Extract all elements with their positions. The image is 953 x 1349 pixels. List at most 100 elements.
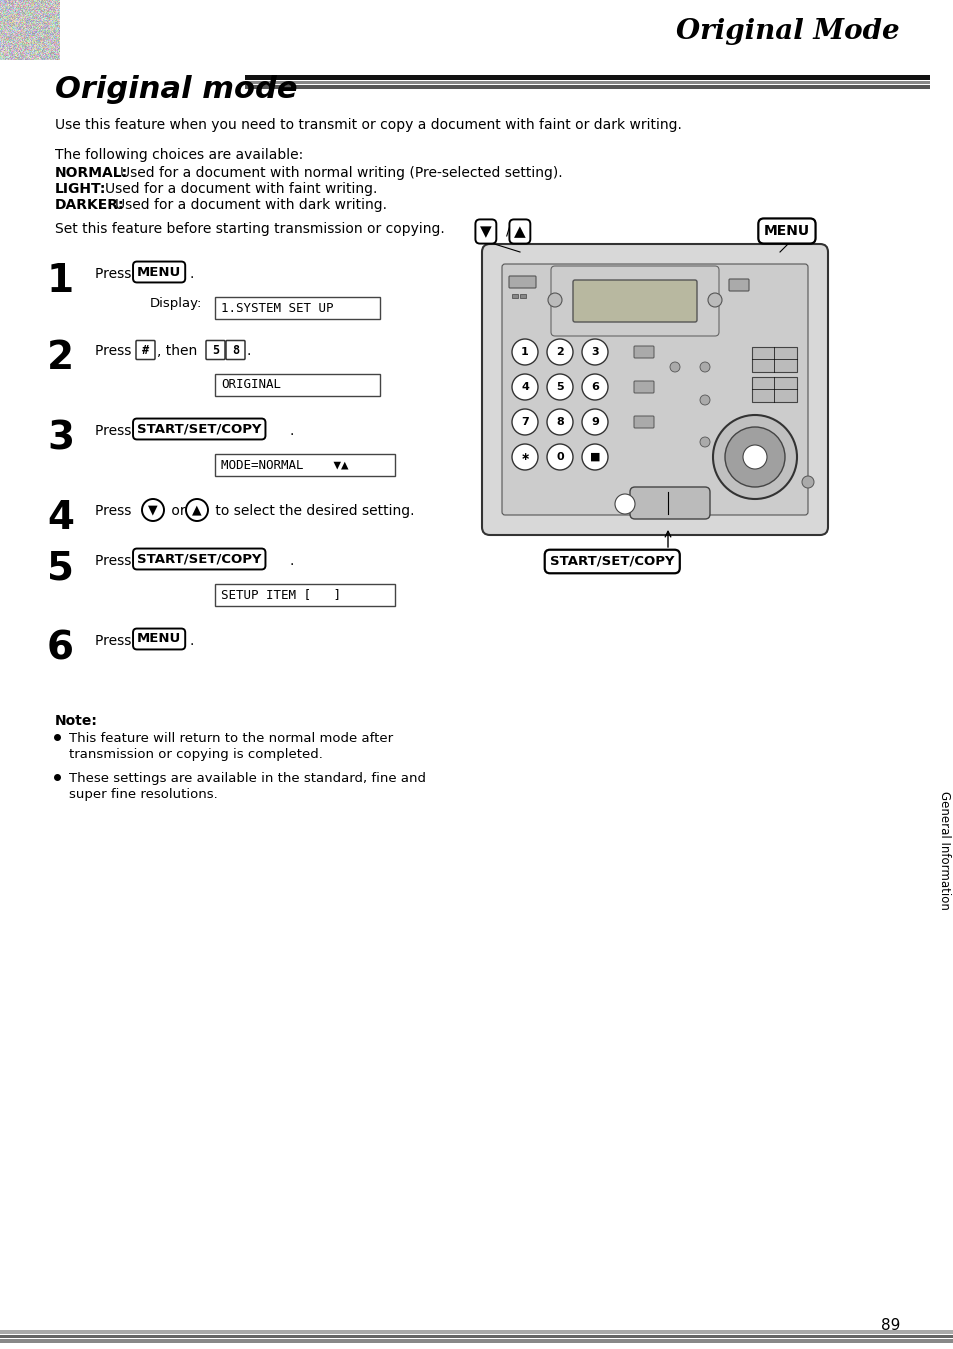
FancyBboxPatch shape (751, 376, 796, 402)
Circle shape (512, 409, 537, 434)
FancyBboxPatch shape (136, 340, 154, 359)
Text: NORMAL:: NORMAL: (55, 166, 128, 179)
Text: 6: 6 (591, 382, 598, 393)
FancyBboxPatch shape (509, 277, 536, 287)
Text: 1: 1 (520, 347, 528, 357)
Circle shape (801, 476, 813, 488)
Circle shape (142, 499, 164, 521)
Text: SETUP ITEM [   ]: SETUP ITEM [ ] (221, 588, 340, 602)
Text: 6: 6 (47, 629, 74, 666)
FancyBboxPatch shape (501, 264, 807, 515)
Circle shape (712, 415, 796, 499)
FancyBboxPatch shape (519, 294, 525, 298)
Text: to select the desired setting.: to select the desired setting. (211, 505, 414, 518)
Text: .: . (290, 424, 294, 438)
Text: Used for a document with dark writing.: Used for a document with dark writing. (115, 198, 387, 212)
Text: Press: Press (95, 634, 135, 648)
Circle shape (742, 445, 766, 469)
Circle shape (700, 362, 709, 372)
Text: #: # (142, 344, 149, 356)
Bar (0, 1336, 953, 1338)
Text: .: . (290, 554, 294, 568)
Text: START/SET/COPY: START/SET/COPY (137, 553, 261, 565)
Text: Press: Press (95, 424, 135, 438)
Circle shape (669, 362, 679, 372)
Text: LIGHT:: LIGHT: (55, 182, 107, 196)
FancyBboxPatch shape (573, 281, 697, 322)
Text: Press: Press (95, 344, 135, 357)
Text: 5: 5 (556, 382, 563, 393)
Circle shape (724, 428, 784, 487)
Text: The following choices are available:: The following choices are available: (55, 148, 303, 162)
Text: super fine resolutions.: super fine resolutions. (69, 788, 217, 801)
Text: 0: 0 (556, 452, 563, 461)
Circle shape (546, 409, 573, 434)
FancyBboxPatch shape (634, 380, 654, 393)
FancyBboxPatch shape (512, 294, 517, 298)
Text: 89: 89 (880, 1318, 899, 1333)
FancyBboxPatch shape (728, 279, 748, 291)
Bar (245, 76, 929, 80)
Text: MENU: MENU (137, 266, 181, 278)
Text: 8: 8 (232, 344, 239, 356)
Circle shape (546, 339, 573, 366)
FancyBboxPatch shape (629, 487, 709, 519)
FancyBboxPatch shape (226, 340, 245, 359)
Text: ■: ■ (589, 452, 599, 461)
Circle shape (700, 395, 709, 405)
Text: .: . (190, 267, 194, 281)
Text: ▲: ▲ (192, 503, 202, 517)
Text: START/SET/COPY: START/SET/COPY (550, 554, 674, 568)
Circle shape (615, 494, 635, 514)
Text: 8: 8 (556, 417, 563, 428)
Circle shape (581, 444, 607, 469)
Circle shape (186, 499, 208, 521)
Text: 2: 2 (556, 347, 563, 357)
Circle shape (546, 374, 573, 401)
Text: Press: Press (95, 554, 135, 568)
Circle shape (546, 444, 573, 469)
Text: MENU: MENU (137, 633, 181, 646)
Text: Used for a document with normal writing (Pre-selected setting).: Used for a document with normal writing … (120, 166, 562, 179)
Text: 1.SYSTEM SET UP: 1.SYSTEM SET UP (221, 301, 334, 314)
FancyBboxPatch shape (634, 345, 654, 357)
Circle shape (581, 374, 607, 401)
Circle shape (547, 293, 561, 308)
Text: Set this feature before starting transmission or copying.: Set this feature before starting transmi… (55, 223, 444, 236)
Text: .: . (190, 634, 194, 648)
Text: ∗: ∗ (519, 452, 529, 461)
Text: 1: 1 (47, 262, 74, 299)
Bar (0, 1340, 953, 1344)
Text: This feature will return to the normal mode after: This feature will return to the normal m… (69, 733, 393, 745)
Text: ORIGINAL: ORIGINAL (221, 379, 281, 391)
Text: Original mode: Original mode (55, 76, 297, 104)
Text: 2: 2 (47, 339, 74, 376)
Text: ▼: ▼ (148, 503, 157, 517)
Text: Use this feature when you need to transmit or copy a document with faint or dark: Use this feature when you need to transm… (55, 117, 681, 132)
Bar (245, 85, 929, 89)
Text: , then: , then (157, 344, 201, 357)
Text: Used for a document with faint writing.: Used for a document with faint writing. (105, 182, 377, 196)
Text: MENU: MENU (763, 224, 809, 237)
FancyBboxPatch shape (214, 584, 395, 606)
Text: 5: 5 (47, 549, 74, 587)
Bar (0, 1330, 953, 1334)
FancyBboxPatch shape (214, 374, 379, 397)
FancyBboxPatch shape (214, 297, 379, 318)
Circle shape (512, 374, 537, 401)
Text: Original Mode: Original Mode (676, 18, 899, 45)
FancyBboxPatch shape (214, 455, 395, 476)
Text: 9: 9 (591, 417, 598, 428)
FancyBboxPatch shape (206, 340, 225, 359)
FancyBboxPatch shape (751, 347, 796, 372)
Text: General Information: General Information (938, 791, 950, 909)
Text: 5: 5 (212, 344, 219, 356)
Text: 4: 4 (47, 499, 74, 537)
FancyBboxPatch shape (481, 244, 827, 536)
Text: ▼: ▼ (479, 224, 491, 239)
Text: DARKER:: DARKER: (55, 198, 125, 212)
Text: Display:: Display: (150, 297, 202, 310)
Text: transmission or copying is completed.: transmission or copying is completed. (69, 747, 322, 761)
Text: These settings are available in the standard, fine and: These settings are available in the stan… (69, 772, 426, 785)
Text: 3: 3 (591, 347, 598, 357)
